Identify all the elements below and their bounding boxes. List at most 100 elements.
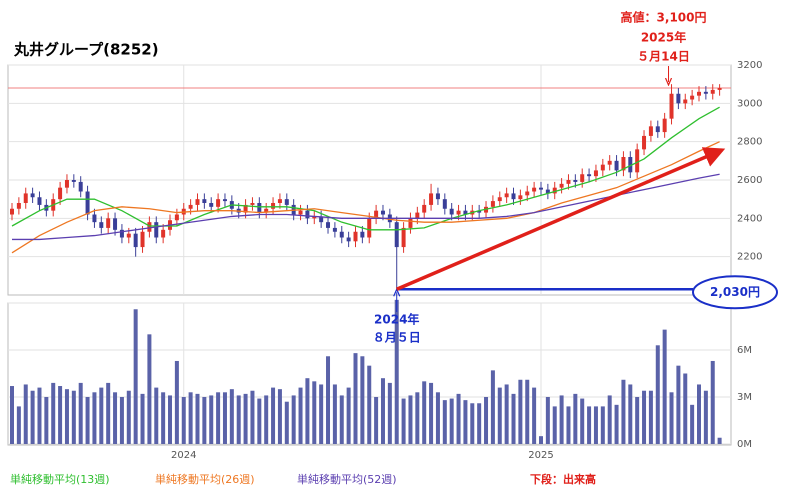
candle-body bbox=[16, 203, 21, 209]
volume-bar bbox=[99, 387, 104, 444]
volume-bar bbox=[552, 406, 557, 444]
volume-bar bbox=[717, 437, 722, 444]
volume-bar bbox=[51, 382, 56, 444]
volume-bar bbox=[559, 395, 564, 444]
volume-bar bbox=[326, 356, 331, 444]
volume-bar bbox=[587, 406, 592, 444]
annotation: ５月14日 bbox=[637, 50, 690, 64]
volume-bar bbox=[504, 384, 509, 444]
y-tick-label: 2400 bbox=[737, 213, 762, 224]
candle-body bbox=[435, 193, 440, 200]
volume-bar bbox=[298, 387, 303, 444]
volume-bar bbox=[222, 392, 227, 444]
volume-bar bbox=[600, 406, 605, 444]
candle-body bbox=[367, 218, 372, 238]
candle-body bbox=[64, 180, 69, 188]
candle-body bbox=[78, 181, 83, 192]
volume-bar bbox=[387, 382, 392, 444]
candle-body bbox=[250, 203, 255, 205]
moving-average bbox=[11, 141, 720, 254]
volume-bar bbox=[147, 334, 152, 444]
candle-body bbox=[271, 203, 276, 209]
candle-body bbox=[545, 189, 550, 194]
candle-body bbox=[339, 231, 344, 238]
candle-body bbox=[140, 231, 145, 248]
candle-body bbox=[360, 231, 365, 238]
volume-bar bbox=[669, 392, 674, 444]
volume-bar bbox=[243, 393, 248, 444]
candle-body bbox=[600, 164, 605, 171]
candle-body bbox=[669, 93, 674, 119]
volume-bar bbox=[380, 378, 385, 444]
volume-bar bbox=[339, 395, 344, 444]
volume-bar bbox=[676, 365, 681, 444]
candle-body bbox=[477, 210, 482, 213]
candle-body bbox=[257, 203, 262, 213]
y-tick-label: 0M bbox=[737, 439, 752, 450]
volume-bar bbox=[429, 382, 434, 444]
volume-bar bbox=[394, 299, 399, 444]
x-tick-label: 2024 bbox=[171, 450, 196, 461]
candle-body bbox=[422, 204, 427, 213]
candle-body bbox=[614, 160, 619, 171]
candle-body bbox=[662, 118, 667, 133]
candle-body bbox=[559, 183, 564, 188]
volume-bar bbox=[648, 390, 653, 444]
volume-bar bbox=[44, 397, 49, 444]
volume-bar bbox=[188, 392, 193, 444]
volume-bar bbox=[683, 373, 688, 444]
candle-body bbox=[106, 218, 111, 228]
candle-body bbox=[216, 199, 221, 207]
volume-bar bbox=[346, 387, 351, 444]
volume-bar bbox=[181, 397, 186, 444]
candle-body bbox=[23, 193, 28, 203]
volume-bar bbox=[697, 384, 701, 444]
volume-bar bbox=[422, 381, 427, 444]
candle-body bbox=[490, 201, 495, 207]
candle-body bbox=[37, 197, 42, 205]
volume-bar bbox=[291, 395, 296, 444]
candle-body bbox=[243, 204, 248, 213]
candle-body bbox=[312, 216, 317, 219]
candle-body bbox=[429, 193, 434, 205]
y-tick-label: 2600 bbox=[737, 175, 762, 186]
candle-body bbox=[202, 199, 207, 203]
candle-body bbox=[346, 237, 351, 242]
volume-bar bbox=[168, 395, 173, 444]
candle-body bbox=[449, 208, 454, 215]
annotation: 2024年 bbox=[374, 312, 419, 327]
volume-bar bbox=[662, 329, 667, 444]
candle-body bbox=[593, 170, 598, 177]
x-tick-label: 2025 bbox=[528, 450, 553, 461]
y-tick-label: 2200 bbox=[737, 252, 762, 263]
candle-body bbox=[195, 199, 200, 205]
legend-entry: 単純移動平均(52週) bbox=[297, 472, 397, 486]
volume-bar bbox=[16, 406, 21, 444]
candle-body bbox=[525, 191, 530, 196]
candle-body bbox=[85, 191, 90, 215]
volume-bar bbox=[195, 393, 200, 444]
trend-arrow bbox=[396, 147, 726, 291]
volume-bar bbox=[209, 395, 214, 444]
candle-body bbox=[154, 222, 159, 238]
volume-bar bbox=[58, 386, 63, 444]
candle-body bbox=[456, 210, 461, 215]
y-tick-label: 2800 bbox=[737, 137, 762, 148]
candle-body bbox=[209, 203, 214, 207]
volume-bar bbox=[71, 390, 76, 444]
volume-bar bbox=[332, 384, 337, 444]
candle-body bbox=[497, 197, 502, 202]
candle-body bbox=[587, 174, 592, 177]
plot: 2200240026002800300032000M3M6M9M20242025 bbox=[8, 60, 762, 461]
candle-body bbox=[690, 95, 695, 100]
candle-body bbox=[607, 160, 612, 165]
candle-body bbox=[222, 199, 227, 202]
volume-bar bbox=[92, 392, 97, 444]
volume-bar bbox=[703, 390, 708, 444]
volume-bar bbox=[621, 379, 626, 444]
volume-bar bbox=[710, 360, 715, 444]
candle-body bbox=[635, 149, 640, 173]
candle-body bbox=[92, 214, 97, 223]
volume-bar bbox=[525, 379, 530, 444]
